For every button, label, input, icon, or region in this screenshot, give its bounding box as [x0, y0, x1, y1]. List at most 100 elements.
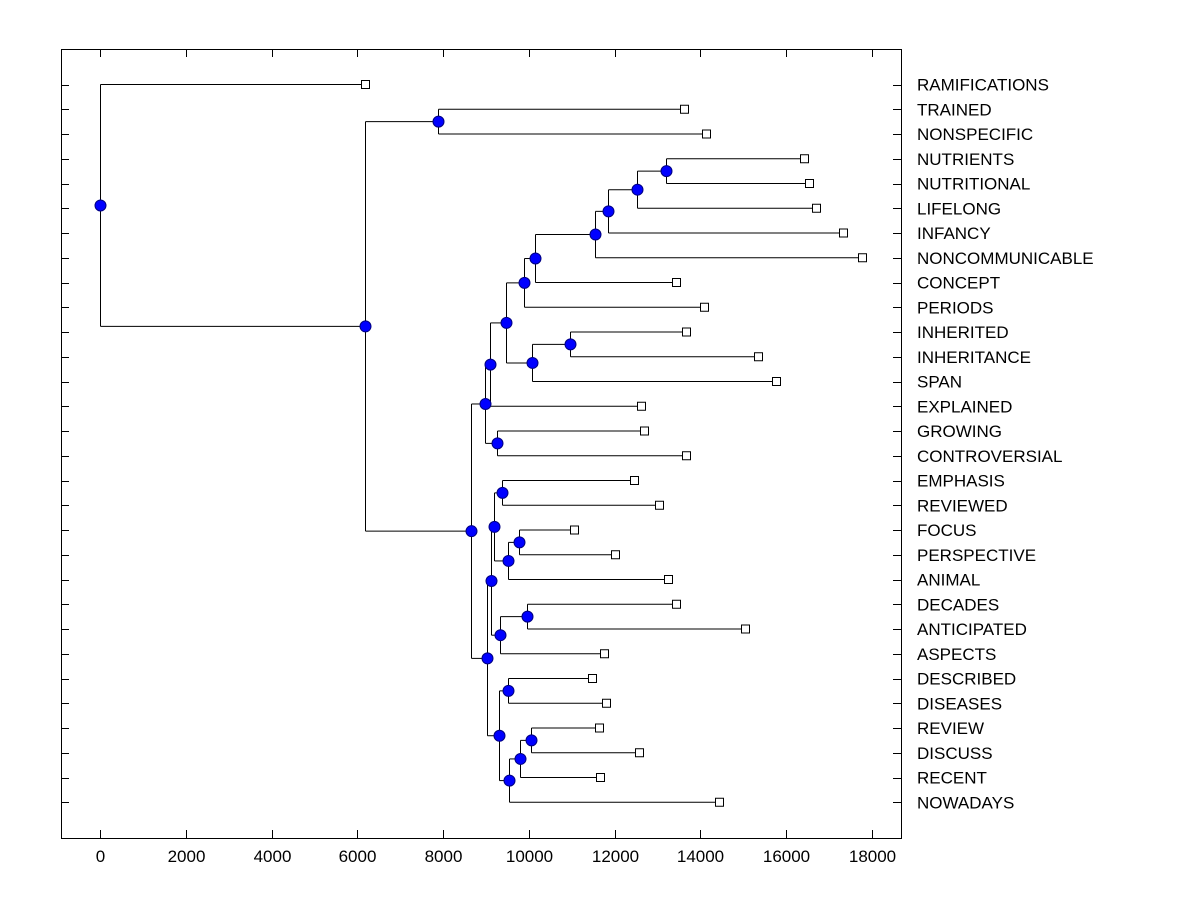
- cluster-node: [485, 575, 498, 588]
- leaf-label-growing: GROWING: [917, 422, 1002, 441]
- leaf-marker: [741, 624, 750, 634]
- leaf-label-animal: ANIMAL: [917, 571, 980, 590]
- leaf-label-inheritance: INHERITANCE: [917, 348, 1031, 367]
- leaf-marker: [655, 500, 664, 510]
- leaf-marker: [602, 698, 611, 708]
- x-tick-label: 6000: [339, 847, 377, 866]
- axis-ticks: [61, 49, 901, 838]
- leaf-labels: RAMIFICATIONS TRAINED NONSPECIFIC NUTRIENTS…: [917, 76, 1094, 813]
- leaf-marker: [672, 278, 681, 287]
- leaf-label-infancy: INFANCY: [917, 224, 991, 243]
- cluster-node: [494, 629, 507, 642]
- leaf-label-focus: FOCUS: [917, 521, 977, 540]
- cluster-node: [488, 520, 501, 533]
- cluster-node: [514, 752, 527, 765]
- x-tick-label: 0: [96, 847, 105, 866]
- leaf-label-span: SPAN: [917, 373, 962, 392]
- leaf-label-nutrients: NUTRIENTS: [917, 150, 1014, 169]
- leaf-label-diseases: DISEASES: [917, 694, 1002, 713]
- leaf-marker: [664, 575, 673, 584]
- leaf-marker: [812, 203, 821, 213]
- cluster-node: [502, 554, 515, 567]
- cluster-node: [500, 316, 513, 329]
- cluster-node: [589, 228, 602, 241]
- cluster-node: [496, 486, 509, 499]
- cluster-node: [484, 358, 497, 371]
- cluster-node: [521, 610, 534, 623]
- leaf-label-review: REVIEW: [917, 719, 984, 738]
- leaf-label-aspects: ASPECTS: [917, 645, 996, 664]
- leaf-marker: [702, 129, 711, 139]
- leaf-label-discuss: DISCUSS: [917, 744, 993, 763]
- leaf-marker: [700, 302, 709, 312]
- leaf-label-explained: EXPLAINED: [917, 397, 1012, 416]
- leaf-label-reviewed: REVIEWED: [917, 496, 1008, 515]
- x-axis-tick-labels: 0 2000 4000 6000 8000 10000 12000 14000 16000 180…: [96, 847, 896, 866]
- cluster-node: [465, 525, 478, 538]
- leaf-label-inherited: INHERITED: [917, 323, 1009, 342]
- x-tick-label: 4000: [254, 847, 292, 866]
- leaf-marker: [611, 550, 620, 560]
- x-tick-label: 8000: [425, 847, 463, 866]
- cluster-node: [432, 115, 445, 128]
- leaf-marker: [640, 426, 649, 436]
- leaf-marker: [635, 748, 644, 758]
- cluster-node: [564, 338, 577, 351]
- leaf-marker: [637, 401, 646, 411]
- leaf-markers: [361, 80, 867, 807]
- leaf-label-anticipated: ANTICIPATED: [917, 620, 1027, 639]
- cluster-node: [503, 774, 516, 787]
- leaf-marker: [588, 674, 597, 683]
- leaf-label-ramifications: RAMIFICATIONS: [917, 76, 1049, 95]
- cluster-node: [493, 729, 506, 742]
- leaf-marker: [672, 599, 681, 609]
- x-tick-label: 2000: [168, 847, 206, 866]
- leaf-label-controversial: CONTROVERSIAL: [917, 447, 1062, 466]
- cluster-node: [491, 437, 504, 450]
- plot-frame: [61, 49, 902, 839]
- leaf-label-nonspecific: NONSPECIFIC: [917, 125, 1033, 144]
- dendrogram-branches: [100, 84, 863, 803]
- cluster-node: [513, 536, 526, 549]
- x-tick-label: 12000: [592, 847, 639, 866]
- leaf-marker: [772, 377, 781, 386]
- leaf-marker: [570, 525, 579, 535]
- leaf-label-described: DESCRIBED: [917, 670, 1016, 689]
- cluster-node: [602, 205, 615, 218]
- cluster-node: [526, 356, 539, 369]
- leaf-marker: [361, 80, 370, 89]
- leaf-label-recent: RECENT: [917, 769, 987, 788]
- leaf-label-periods: PERIODS: [917, 298, 994, 317]
- cluster-node: [525, 734, 538, 747]
- cluster-node: [94, 199, 107, 212]
- node-markers: [94, 115, 673, 787]
- cluster-node: [631, 183, 644, 196]
- leaf-marker: [858, 253, 867, 263]
- x-tick-label: 18000: [849, 847, 896, 866]
- leaf-marker: [630, 476, 639, 485]
- leaf-label-nowadays: NOWADAYS: [917, 793, 1014, 812]
- cluster-node: [502, 684, 515, 697]
- leaf-marker: [682, 327, 691, 337]
- leaf-label-emphasis: EMPHASIS: [917, 472, 1005, 491]
- cluster-node: [481, 652, 494, 665]
- x-tick-label: 16000: [763, 847, 810, 866]
- x-tick-label: 14000: [677, 847, 724, 866]
- leaf-marker: [805, 179, 814, 188]
- leaf-label-decades: DECADES: [917, 595, 999, 614]
- leaf-marker: [596, 773, 605, 782]
- leaf-label-nutritional: NUTRITIONAL: [917, 175, 1030, 194]
- leaf-marker: [595, 723, 604, 733]
- leaf-label-lifelong: LIFELONG: [917, 199, 1001, 218]
- cluster-node: [518, 276, 531, 289]
- cluster-node: [479, 397, 492, 410]
- leaf-label-concept: CONCEPT: [917, 274, 1000, 293]
- leaf-label-noncommunicable: NONCOMMUNICABLE: [917, 249, 1094, 268]
- leaf-marker: [715, 797, 724, 807]
- cluster-node: [529, 252, 542, 265]
- leaf-marker: [600, 649, 609, 659]
- leaf-marker: [800, 154, 809, 164]
- leaf-marker: [839, 228, 848, 238]
- cluster-node: [359, 320, 372, 333]
